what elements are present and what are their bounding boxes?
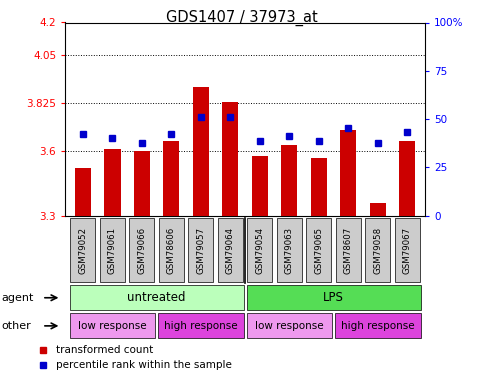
Text: transformed count: transformed count [56,345,153,355]
Bar [281,145,298,216]
Text: GSM78607: GSM78607 [344,226,353,274]
FancyBboxPatch shape [71,218,96,282]
Text: GSM79064: GSM79064 [226,227,235,274]
Text: GDS1407 / 37973_at: GDS1407 / 37973_at [166,9,317,26]
FancyBboxPatch shape [129,218,155,282]
Text: low response: low response [78,321,147,331]
FancyBboxPatch shape [188,218,213,282]
Text: GSM79063: GSM79063 [285,227,294,274]
Text: GSM79052: GSM79052 [78,227,87,274]
Text: GSM79067: GSM79067 [403,227,412,274]
Bar [311,158,327,216]
FancyBboxPatch shape [70,314,155,338]
Text: low response: low response [255,321,324,331]
Bar [193,87,209,216]
FancyBboxPatch shape [306,218,331,282]
Text: high response: high response [164,321,238,331]
Text: high response: high response [341,321,415,331]
Text: LPS: LPS [323,291,344,304]
Text: GSM79065: GSM79065 [314,227,323,274]
FancyBboxPatch shape [158,314,243,338]
Text: GSM79061: GSM79061 [108,227,117,274]
Text: GSM79054: GSM79054 [256,227,264,274]
FancyBboxPatch shape [365,218,390,282]
Bar [163,141,180,216]
Bar [134,151,150,216]
FancyBboxPatch shape [159,218,184,282]
FancyBboxPatch shape [218,218,243,282]
FancyBboxPatch shape [395,218,420,282]
Bar [370,203,386,216]
FancyBboxPatch shape [335,314,421,338]
Text: GSM79066: GSM79066 [137,227,146,274]
Text: agent: agent [1,293,33,303]
FancyBboxPatch shape [100,218,125,282]
Text: GSM79057: GSM79057 [197,227,205,274]
FancyBboxPatch shape [247,314,332,338]
FancyBboxPatch shape [336,218,361,282]
Bar [222,102,239,216]
Bar [399,141,415,216]
FancyBboxPatch shape [247,285,421,310]
Bar [252,156,268,216]
Text: GSM79058: GSM79058 [373,227,383,274]
Bar [104,149,120,216]
FancyBboxPatch shape [70,285,243,310]
Text: untreated: untreated [128,291,186,304]
FancyBboxPatch shape [247,218,272,282]
FancyBboxPatch shape [277,218,302,282]
Text: other: other [1,321,31,331]
Bar [75,168,91,216]
Text: GSM78606: GSM78606 [167,226,176,274]
Text: percentile rank within the sample: percentile rank within the sample [56,360,231,370]
Bar [340,130,356,216]
